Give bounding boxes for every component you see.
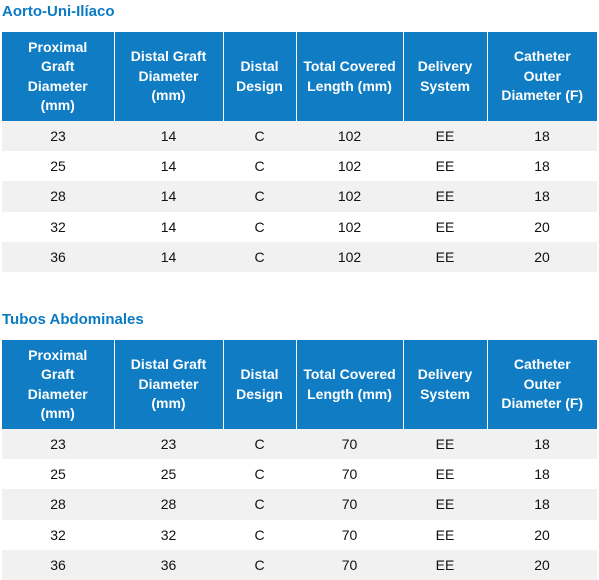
table-cell: C <box>223 549 296 580</box>
table-cell: 18 <box>487 429 597 460</box>
table-cell: 20 <box>487 241 597 272</box>
table-cell: 18 <box>534 466 550 483</box>
header-cell: Distal Graft Diameter (mm) <box>113 32 223 121</box>
table-cell: C <box>223 121 296 152</box>
table-cell: 70 <box>296 489 403 520</box>
section-title: Tubos Abdominales <box>2 311 144 328</box>
table-cell: 25 <box>50 466 66 483</box>
table-cell: 23 <box>2 429 114 460</box>
header-cell: Delivery System <box>402 340 487 429</box>
header-cell: Total Covered Length (mm) <box>295 340 403 429</box>
table-row: 36 14 C 102 EE 20 <box>2 241 597 272</box>
table-cell: C <box>254 466 265 483</box>
table-row: 28 28 C 70 EE 18 <box>2 489 597 520</box>
table-cell: 102 <box>296 121 403 152</box>
data-table: Proximal Graft Diameter (mm) Distal Graft… <box>2 32 597 272</box>
table-cell: 18 <box>487 121 597 152</box>
header-cell: Distal Design <box>222 340 296 429</box>
table-cell: EE <box>403 121 487 152</box>
table-cell: 70 <box>341 466 358 483</box>
table-cell: 32 <box>50 526 66 543</box>
table-cell: C <box>223 241 296 272</box>
table-cell: 36 <box>2 241 114 272</box>
table-cell: 102 <box>337 218 362 235</box>
data-table: Proximal Graft Diameter (mm) Distal Graft… <box>2 340 597 580</box>
table-cell: 32 <box>50 218 66 235</box>
table-cell: 28 <box>2 489 114 520</box>
table-cell: EE <box>403 489 487 520</box>
table-cell: 14 <box>114 181 223 212</box>
table-cell: C <box>254 218 265 235</box>
header-cell: Proximal Graft Diameter (mm) <box>2 340 114 429</box>
table-cell: 14 <box>160 158 177 175</box>
table-row: 25 14 C 102 EE 18 <box>2 151 597 181</box>
section: Aorto-Uni-Ilíaco Proximal Graft Diameter … <box>0 0 599 272</box>
table-row: 36 36 C 70 EE 20 <box>2 549 597 580</box>
table-cell: EE <box>435 218 455 235</box>
table-cell: 14 <box>114 241 223 272</box>
table-cell: 36 <box>2 549 114 580</box>
table-head: Proximal Graft Diameter (mm) Distal Graft… <box>2 32 597 121</box>
header-cell: Catheter Outer Diameter (F) <box>486 32 597 121</box>
table-head: Proximal Graft Diameter (mm) Distal Graft… <box>2 340 597 429</box>
header-cell: Distal Graft Diameter (mm) <box>113 340 223 429</box>
header-cell: Proximal Graft Diameter (mm) <box>2 32 114 121</box>
table-cell: 23 <box>114 429 223 460</box>
section-title: Aorto-Uni-Ilíaco <box>2 3 115 20</box>
table-cell: 20 <box>534 526 550 543</box>
table-cell: EE <box>435 466 455 483</box>
table-cell: 102 <box>337 158 362 175</box>
table-cell: 70 <box>341 526 358 543</box>
table-cell: C <box>223 489 296 520</box>
table-row: 28 14 C 102 EE 18 <box>2 181 597 212</box>
table-cell: 20 <box>487 549 597 580</box>
table-cell: 70 <box>296 549 403 580</box>
table-cell: C <box>254 158 265 175</box>
header-cell: Catheter Outer Diameter (F) <box>486 340 597 429</box>
table-cell: 23 <box>2 121 114 152</box>
table-cell: C <box>223 181 296 212</box>
table-row: 32 14 C 102 EE 20 <box>2 212 597 242</box>
table-cell: C <box>254 526 265 543</box>
table-cell: 18 <box>487 181 597 212</box>
table-cell: 36 <box>114 549 223 580</box>
table-row: 23 23 C 70 EE 18 <box>2 429 597 460</box>
table-cell: 14 <box>114 121 223 152</box>
table-cell: EE <box>403 181 487 212</box>
table-cell: EE <box>435 526 455 543</box>
table-body: 23 23 C 70 EE 18 25 25 C 70 EE 18 28 28 C 70 EE 18 32 32 C 70… <box>2 429 597 580</box>
table-row: 25 25 C 70 EE 18 <box>2 459 597 489</box>
table-cell: 18 <box>487 489 597 520</box>
table-cell: 28 <box>2 181 114 212</box>
table-row: 32 32 C 70 EE 20 <box>2 520 597 550</box>
header-row: Proximal Graft Diameter (mm) Distal Graft… <box>2 32 597 121</box>
table-cell: EE <box>435 158 455 175</box>
table-cell: EE <box>403 429 487 460</box>
table-row: 23 14 C 102 EE 18 <box>2 121 597 152</box>
header-cell: Distal Design <box>222 32 296 121</box>
table-cell: 25 <box>50 158 66 175</box>
table-cell: 18 <box>534 158 550 175</box>
table-cell: 14 <box>160 218 177 235</box>
table-cell: 20 <box>534 218 550 235</box>
table-cell: C <box>223 429 296 460</box>
table-cell: EE <box>403 241 487 272</box>
section: Tubos Abdominales Proximal Graft Diameter… <box>0 308 599 580</box>
header-cell: Total Covered Length (mm) <box>295 32 403 121</box>
table-body: 23 14 C 102 EE 18 25 14 C 102 EE 18 28 14 C 102 EE 18 32 14… <box>2 121 597 272</box>
table-cell: 28 <box>114 489 223 520</box>
table-cell: 102 <box>296 181 403 212</box>
table-cell: 102 <box>296 241 403 272</box>
table-cell: 32 <box>160 526 177 543</box>
table-cell: 70 <box>296 429 403 460</box>
table-cell: 25 <box>160 466 177 483</box>
table-cell: EE <box>403 549 487 580</box>
header-row: Proximal Graft Diameter (mm) Distal Graft… <box>2 340 597 429</box>
header-cell: Delivery System <box>402 32 487 121</box>
